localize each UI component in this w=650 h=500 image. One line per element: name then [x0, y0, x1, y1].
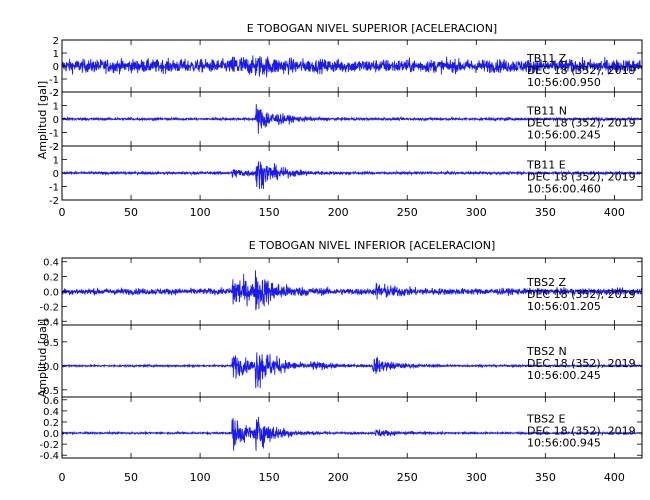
x-tick-label: 350	[535, 206, 556, 219]
y-tick-label: -2	[49, 88, 59, 99]
x-tick-label: 150	[259, 471, 280, 484]
x-tick-label: 300	[466, 206, 487, 219]
seismic-trace	[61, 352, 643, 389]
station-label: TB11 Z	[526, 52, 567, 65]
y-tick-label: -1	[49, 75, 59, 86]
y-tick-label: 0	[53, 169, 59, 180]
y-tick-label: 0.4	[43, 407, 59, 418]
y-tick-label: -1	[49, 129, 59, 140]
x-tick-label: 250	[397, 471, 418, 484]
y-tick-label: 0	[53, 62, 59, 73]
station-label: TBS2 N	[526, 345, 567, 358]
seismic-trace	[61, 55, 643, 78]
y-tick-label: -0.5	[39, 386, 59, 397]
trace-date: DEC 18 (352), 2019	[527, 64, 636, 77]
seismic-trace	[61, 270, 643, 311]
y-tick-label: 0.0	[43, 429, 59, 440]
x-tick-label: 50	[124, 471, 138, 484]
trace-time: 10:56:01.205	[527, 300, 601, 313]
y-tick-label: 1	[53, 102, 59, 113]
trace-date: DEC 18 (352), 2019	[527, 357, 636, 370]
seismic-trace	[61, 104, 643, 134]
y-tick-label: -0.4	[39, 451, 59, 462]
trace-time: 10:56:00.950	[527, 76, 601, 89]
x-tick-label: 0	[59, 471, 66, 484]
y-axis-label: Amplitud [gal]	[36, 81, 49, 159]
trace-date: DEC 18 (352), 2019	[527, 117, 636, 130]
y-tick-label: -1	[49, 183, 59, 194]
y-tick-label: -0.4	[39, 317, 59, 328]
x-tick-label: 200	[328, 471, 349, 484]
x-tick-label: 400	[604, 206, 625, 219]
y-tick-label: -2	[49, 142, 59, 153]
station-label: TBS2 Z	[526, 276, 567, 289]
y-tick-label: 2	[53, 142, 59, 153]
trace-date: DEC 18 (352), 2019	[527, 171, 636, 184]
y-tick-label: -0.2	[39, 302, 59, 313]
y-tick-label: 0.0	[43, 362, 59, 373]
x-tick-label: 350	[535, 471, 556, 484]
x-tick-label: 300	[466, 471, 487, 484]
y-tick-label: 0	[53, 115, 59, 126]
chart-title: E TOBOGAN NIVEL SUPERIOR [ACELERACION]	[247, 22, 497, 35]
panel-frame	[61, 396, 643, 459]
y-tick-label: 2	[53, 88, 59, 99]
x-tick-label: 100	[190, 206, 211, 219]
trace-time: 10:56:00.245	[527, 369, 601, 382]
x-tick-label: 200	[328, 206, 349, 219]
y-tick-label: 1	[53, 49, 59, 60]
y-tick-label: 0.2	[43, 273, 59, 284]
x-tick-label: 400	[604, 471, 625, 484]
trace-time: 10:56:00.245	[527, 129, 601, 142]
station-label: TBS2 E	[526, 413, 566, 426]
y-tick-label: -0.2	[39, 440, 59, 451]
y-tick-label: 0.2	[43, 418, 59, 429]
y-tick-label: 1	[53, 156, 59, 167]
y-tick-label: 0.0	[43, 288, 59, 299]
trace-time: 10:56:00.460	[527, 183, 601, 196]
x-tick-label: 0	[59, 206, 66, 219]
station-label: TB11 N	[526, 105, 567, 118]
trace-date: DEC 18 (352), 2019	[527, 288, 636, 301]
station-label: TB11 E	[526, 159, 566, 172]
x-tick-label: 250	[397, 206, 418, 219]
x-tick-label: 150	[259, 206, 280, 219]
chart-title: E TOBOGAN NIVEL INFERIOR [ACELERACION]	[249, 239, 496, 252]
x-tick-label: 100	[190, 471, 211, 484]
y-tick-label: 0.4	[43, 258, 59, 269]
x-tick-label: 50	[124, 206, 138, 219]
trace-date: DEC 18 (352), 2019	[527, 425, 636, 438]
seismic-trace	[61, 416, 643, 451]
y-tick-label: 2	[53, 36, 59, 47]
y-tick-label: -2	[49, 196, 59, 207]
trace-time: 10:56:00.945	[527, 437, 601, 450]
seismic-trace	[61, 161, 643, 190]
y-tick-label: 0.6	[43, 396, 59, 407]
y-axis-label: Amplitud [gal]	[36, 319, 49, 397]
y-tick-label: 0.5	[43, 338, 59, 349]
